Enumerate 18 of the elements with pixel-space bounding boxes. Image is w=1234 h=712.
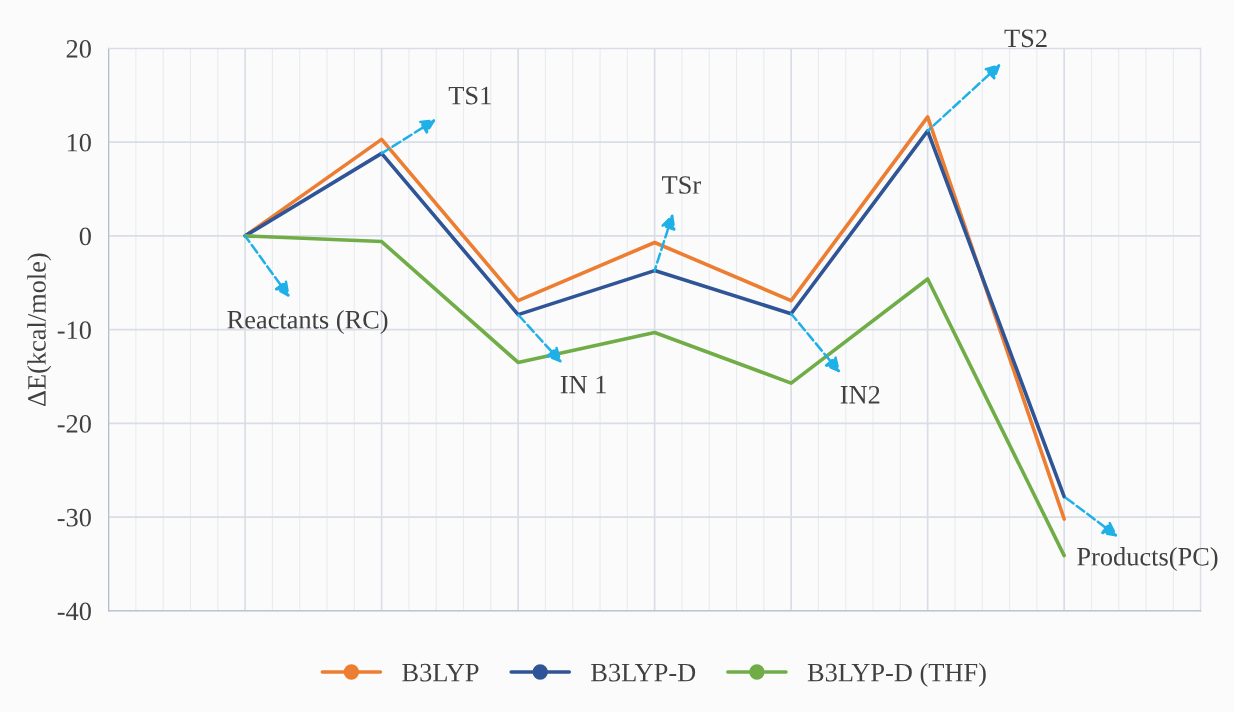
y-tick-label: -40 xyxy=(57,602,91,621)
y-tick-label: -10 xyxy=(57,321,91,340)
annotation: IN2 xyxy=(840,385,880,404)
y-tick-label: -20 xyxy=(57,415,91,433)
annotation: TSr xyxy=(662,176,701,194)
annotation: TS1 xyxy=(448,86,491,105)
annotation: IN 1 xyxy=(560,375,606,394)
annotation: Products(PC) xyxy=(1077,547,1218,571)
legend-label: B3LYP-D (THF) xyxy=(807,662,986,687)
y-tick-label: 10 xyxy=(67,133,91,152)
legend-label: B3LYP-D xyxy=(591,663,696,682)
y-tick-label: 20 xyxy=(66,40,91,58)
y-tick-label: -30 xyxy=(57,508,91,527)
y-axis-title: ΔE(kcal/mole) xyxy=(27,253,52,407)
legend-label: B3LYP xyxy=(402,663,479,682)
annotation: Reactants (RC) xyxy=(227,310,388,334)
text: TS2 xyxy=(1004,29,1047,48)
y-tick-label: 0 xyxy=(79,227,91,246)
